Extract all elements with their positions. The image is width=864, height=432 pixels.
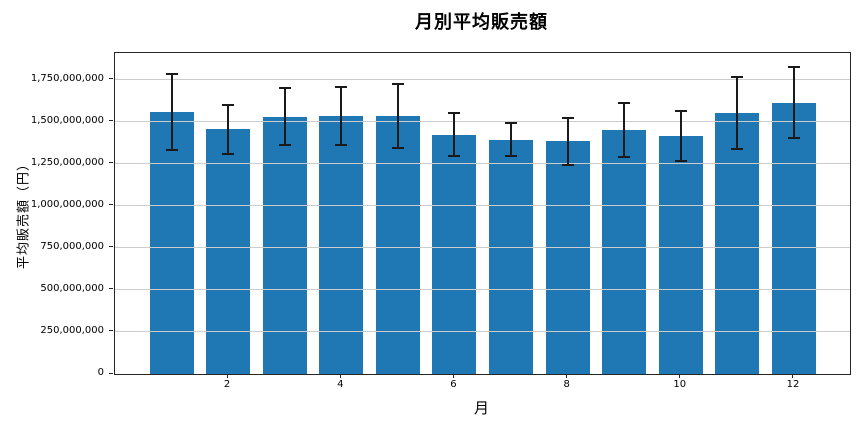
- bar-month-2: [206, 129, 251, 374]
- error-bar-month-9: [618, 102, 631, 105]
- error-bar-month-11: [736, 76, 739, 149]
- y-tick-mark: [109, 162, 113, 164]
- error-bar-month-7: [505, 155, 518, 158]
- gridline: [115, 79, 850, 81]
- error-bar-month-5: [396, 84, 399, 148]
- bar-month-11: [715, 112, 760, 374]
- bar-month-6: [432, 134, 477, 374]
- gridline: [115, 163, 850, 165]
- y-tick-mark: [109, 78, 113, 80]
- x-tick-mark: [566, 374, 568, 378]
- y-tick-label: 1,750,000,000: [30, 72, 104, 84]
- error-bar-month-10: [679, 110, 682, 162]
- bar-month-9: [602, 130, 647, 374]
- error-bar-month-10: [674, 109, 687, 112]
- gridline: [115, 331, 850, 333]
- x-tick-label: 12: [786, 379, 800, 390]
- y-tick-mark: [109, 330, 113, 332]
- x-tick-mark: [679, 374, 681, 378]
- x-tick-mark: [226, 374, 228, 378]
- error-bar-month-6: [453, 112, 456, 157]
- bar-month-4: [319, 116, 364, 374]
- error-bar-month-9: [618, 156, 631, 159]
- error-bar-month-4: [340, 86, 343, 146]
- error-bar-month-4: [335, 144, 348, 147]
- error-bar-month-5: [391, 146, 404, 149]
- error-bar-month-3: [283, 88, 286, 146]
- gridline: [115, 121, 850, 123]
- error-bar-month-8: [561, 163, 574, 166]
- x-tick-label: 6: [450, 379, 457, 390]
- error-bar-month-7: [510, 122, 513, 157]
- chart-title: 月別平均販売額: [415, 12, 548, 33]
- plot-area: [114, 52, 851, 375]
- error-bar-month-2: [222, 152, 235, 155]
- bar-month-3: [262, 116, 307, 374]
- y-tick-label: 0: [97, 367, 104, 378]
- error-bar-month-11: [731, 75, 744, 78]
- error-bar-month-6: [448, 111, 461, 114]
- y-tick-label: 750,000,000: [40, 240, 104, 252]
- x-axis-label: 月: [473, 399, 489, 417]
- gridlines-layer: [115, 53, 850, 374]
- bar-month-8: [545, 141, 590, 374]
- error-bar-month-8: [566, 117, 569, 165]
- bar-month-10: [658, 136, 703, 374]
- gridline: [115, 289, 850, 291]
- bar-month-1: [149, 111, 194, 374]
- y-tick-mark: [109, 246, 113, 248]
- y-tick-label: 500,000,000: [40, 282, 104, 294]
- error-bar-month-12: [787, 66, 800, 69]
- error-bar-month-8: [561, 116, 574, 119]
- bars-layer: [115, 53, 850, 374]
- error-bar-month-11: [731, 147, 744, 150]
- x-tick-label: 2: [223, 379, 231, 390]
- error-bar-month-3: [278, 87, 291, 90]
- error-bars-layer: [115, 53, 850, 374]
- error-bar-month-5: [391, 83, 404, 86]
- y-tick-label: 1,250,000,000: [30, 156, 104, 168]
- error-bar-month-1: [165, 73, 178, 75]
- x-tick-mark: [792, 374, 794, 378]
- error-bar-month-1: [170, 74, 173, 150]
- y-tick-mark: [109, 372, 113, 374]
- error-bar-month-3: [278, 144, 291, 147]
- y-tick-mark: [109, 288, 113, 290]
- error-bar-month-12: [792, 67, 795, 138]
- y-tick-mark: [109, 120, 113, 122]
- x-tick-mark: [452, 374, 454, 378]
- bar-month-7: [489, 139, 534, 374]
- error-bar-month-9: [623, 103, 626, 158]
- y-tick-label: 1,000,000,000: [30, 198, 104, 210]
- error-bar-month-6: [448, 155, 461, 158]
- error-bar-month-10: [674, 160, 687, 163]
- error-bar-month-4: [335, 85, 348, 88]
- y-tick-label: 250,000,000: [40, 324, 104, 336]
- x-tick-label: 8: [563, 379, 570, 390]
- error-bar-month-1: [165, 148, 178, 151]
- x-tick-label: 10: [673, 379, 687, 390]
- x-tick-label: 4: [337, 379, 344, 390]
- error-bar-month-7: [505, 121, 518, 124]
- error-bar-month-2: [227, 105, 230, 154]
- gridline: [115, 205, 850, 207]
- error-bar-month-12: [787, 136, 800, 139]
- bar-month-12: [771, 102, 816, 374]
- error-bar-month-2: [222, 104, 235, 107]
- bar-month-5: [375, 116, 420, 374]
- x-tick-mark: [339, 374, 341, 378]
- y-tick-label: 1,500,000,000: [30, 114, 104, 126]
- y-tick-mark: [109, 204, 113, 206]
- gridline: [115, 247, 850, 249]
